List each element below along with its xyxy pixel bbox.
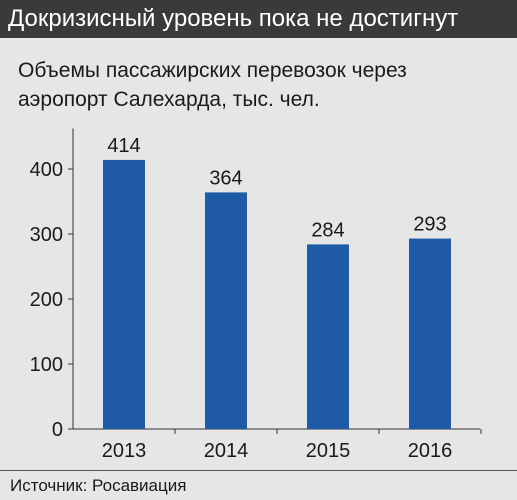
- x-tick-label: 2015: [306, 440, 351, 462]
- y-tick-label: 100: [30, 354, 63, 376]
- x-tick-label: 2016: [408, 440, 453, 462]
- data-label: 364: [209, 167, 242, 189]
- y-tick-label: 400: [30, 159, 63, 181]
- source-note: Источник: Росавиация: [10, 476, 187, 495]
- data-label: 284: [311, 219, 344, 241]
- bar: [103, 159, 145, 429]
- bar: [307, 244, 349, 429]
- data-label: 414: [107, 135, 140, 157]
- y-tick-label: 300: [30, 224, 63, 246]
- x-tick-label: 2013: [102, 440, 147, 462]
- y-tick-label: 0: [52, 419, 63, 441]
- chart-title: Объемы пассажирских перевозок через аэро…: [18, 59, 407, 111]
- chart-header: Докризисный уровень пока не достигнут: [0, 0, 517, 38]
- x-tick-label: 2014: [204, 440, 249, 462]
- data-label: 293: [413, 214, 446, 236]
- footer-divider: [0, 470, 517, 471]
- bar: [409, 238, 451, 429]
- y-tick-label: 200: [30, 289, 63, 311]
- bar-chart: 0 100 200 300 400 414 2013 364 2014 284 2015 293 201…: [30, 128, 482, 462]
- bar: [205, 192, 247, 429]
